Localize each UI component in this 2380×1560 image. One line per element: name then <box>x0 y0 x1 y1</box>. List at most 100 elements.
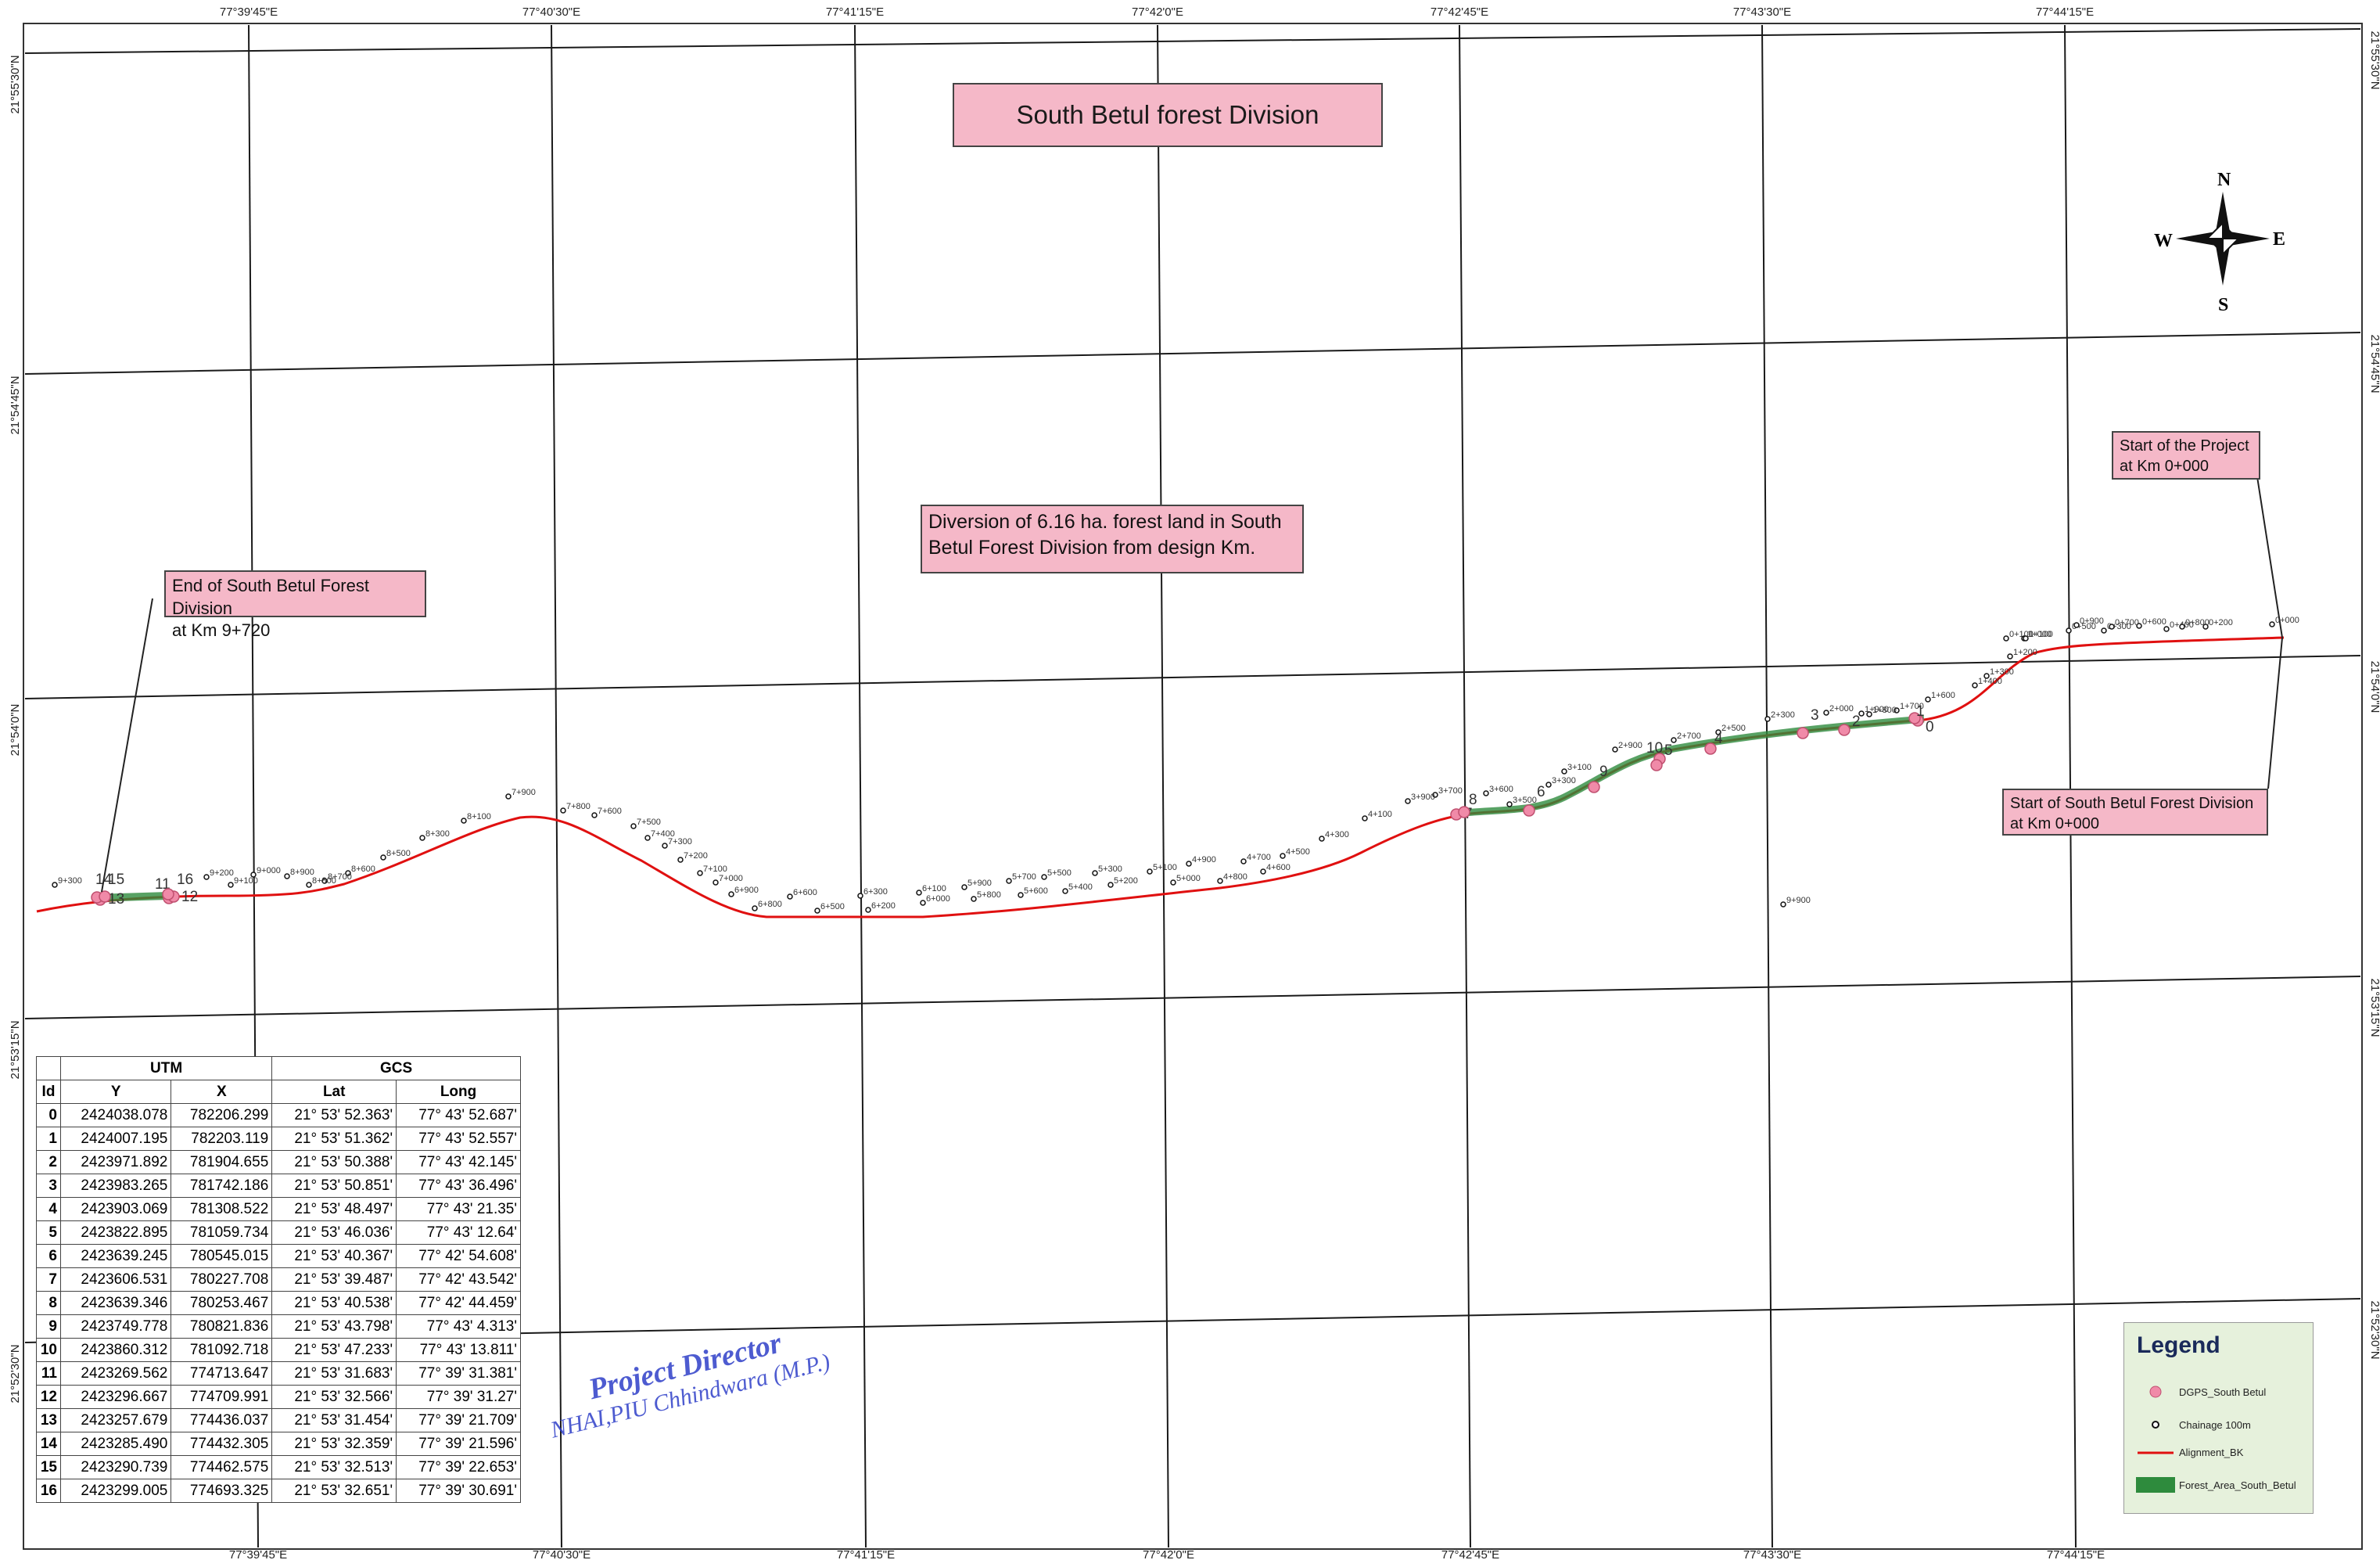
chainage-point <box>203 874 210 880</box>
chainage-label: 8+800 <box>312 876 336 886</box>
chainage-point <box>228 882 234 888</box>
cell-lat: 21° 53' 32.566' <box>271 1385 397 1409</box>
cell-y: 2423296.667 <box>59 1385 172 1409</box>
diversion-note-line-2: Betul Forest Division from design Km. <box>928 536 1256 559</box>
cell-x: 780253.467 <box>171 1291 273 1315</box>
cell-x: 774436.037 <box>171 1408 273 1432</box>
chainage-point <box>814 908 820 914</box>
latitude-label-right: 21°54'0"N <box>2368 661 2380 714</box>
cell-long: 77° 43' 21.35' <box>396 1197 521 1221</box>
latitude-label-left: 21°53'15"N <box>9 1020 22 1079</box>
cell-id: 5 <box>36 1220 61 1245</box>
cell-long: 77° 42' 44.459' <box>396 1291 521 1315</box>
chainage-point <box>1362 815 1368 821</box>
chainage-point <box>857 893 863 899</box>
cell-x: 781904.655 <box>171 1150 273 1174</box>
chainage-label: 1+700 <box>1900 702 1924 711</box>
chainage-label: 6+600 <box>793 888 817 897</box>
end-note-line-2: at Km 9+720 <box>172 620 271 641</box>
cell-x: 774693.325 <box>171 1479 273 1503</box>
cell-long: 77° 43' 52.557' <box>396 1127 521 1151</box>
chainage-label: 5+500 <box>1047 868 1072 878</box>
chainage-point <box>2109 624 2115 630</box>
cell-id: 8 <box>36 1291 61 1315</box>
chainage-label: 6+500 <box>820 902 845 911</box>
chainage-point <box>1866 711 1872 717</box>
chainage-label: 6+200 <box>871 901 896 911</box>
chainage-point <box>1612 746 1618 753</box>
chainage-point <box>2003 635 2009 642</box>
chainage-label: 3+300 <box>1552 776 1576 785</box>
longitude-label-top: 77°40'30"E <box>522 5 580 19</box>
gcs-header: GCS <box>271 1056 521 1080</box>
cell-id: 12 <box>36 1385 61 1409</box>
chainage-point <box>380 854 386 861</box>
latitude-label-right: 21°54'45"N <box>2368 334 2380 393</box>
chainage-label: 0+700 <box>2115 618 2139 627</box>
cell-x: 780821.836 <box>171 1314 273 1339</box>
chainage-label: 5+400 <box>1068 882 1093 892</box>
map-frame <box>23 23 2363 1550</box>
cell-id: 0 <box>36 1103 61 1127</box>
legend-title: Legend <box>2137 1332 2220 1358</box>
chainage-label: 3+600 <box>1489 785 1513 794</box>
latitude-line <box>24 655 2361 699</box>
chainage-label: 6+800 <box>758 900 782 909</box>
cell-x: 782203.119 <box>171 1127 273 1151</box>
cell-long: 77° 39' 21.596' <box>396 1432 521 1456</box>
chainage-label: 2+300 <box>1771 710 1795 720</box>
alignment-line <box>36 636 2285 918</box>
compass-s: S <box>2218 295 2228 315</box>
cell-long: 77° 43' 36.496' <box>396 1174 521 1198</box>
start-division-line-2: at Km 0+000 <box>2010 815 2099 832</box>
start-of-project-note: Start of the Project at Km 0+000 <box>2112 431 2260 480</box>
north-arrow-icon: N S E W <box>2154 170 2285 315</box>
chainage-label: 0+800 <box>2185 618 2209 627</box>
chainage-point <box>560 807 566 814</box>
start-project-line-2: at Km 0+000 <box>2120 458 2209 475</box>
cell-x: 781092.718 <box>171 1338 273 1362</box>
chainage-label: 7+100 <box>703 864 727 874</box>
chainage-label: 9+200 <box>210 868 234 878</box>
chainage-label: 7+000 <box>719 874 743 883</box>
cell-long: 77° 39' 21.709' <box>396 1408 521 1432</box>
chainage-label: 1+900 <box>1865 705 1889 714</box>
cell-x: 781308.522 <box>171 1197 273 1221</box>
chainage-point <box>713 879 719 886</box>
chainage-label: 1+800 <box>1872 706 1897 715</box>
dgps-point <box>1650 759 1663 771</box>
chainage-point <box>284 873 290 879</box>
cell-lat: 21° 53' 48.497' <box>271 1197 397 1221</box>
start-division-line-1: Start of South Betul Forest Division <box>2010 795 2254 812</box>
legend-label-alignment: Alignment_BK <box>2179 1447 2244 1458</box>
chainage-dot-icon <box>2132 1417 2179 1432</box>
chainage-point <box>1858 710 1865 717</box>
chainage-point <box>1041 874 1047 880</box>
legend: Legend DGPS_South Betul Chainage 100m Al… <box>2123 1322 2314 1514</box>
chainage-label: 4+700 <box>1247 853 1271 862</box>
chainage-point <box>2136 623 2142 629</box>
cell-id: 16 <box>36 1479 61 1503</box>
cell-lat: 21° 53' 46.036' <box>271 1220 397 1245</box>
col-id: Id <box>36 1080 61 1104</box>
latitude-line <box>24 332 2361 375</box>
dgps-point-label: 2 <box>1852 714 1861 730</box>
latitude-label-right: 21°55'30"N <box>2368 31 2380 89</box>
dgps-point <box>1458 806 1470 818</box>
chainage-label: 5+300 <box>1098 864 1122 874</box>
cell-long: 77° 39' 31.381' <box>396 1361 521 1386</box>
chainage-point <box>1217 878 1223 884</box>
dgps-point-label: 5 <box>1664 742 1673 759</box>
chainage-point <box>2202 624 2209 630</box>
chainage-point <box>1483 790 1489 796</box>
cell-y: 2423257.679 <box>59 1408 172 1432</box>
cell-y: 2423749.778 <box>59 1314 172 1339</box>
chainage-label: 8+100 <box>467 812 491 821</box>
cell-lat: 21° 53' 40.538' <box>271 1291 397 1315</box>
chainage-label: 4+300 <box>1325 830 1349 839</box>
chainage-point <box>787 893 793 900</box>
chainage-label: 0+900 <box>2080 616 2104 626</box>
cell-lat: 21° 53' 31.454' <box>271 1408 397 1432</box>
cell-y: 2423606.531 <box>59 1267 172 1292</box>
compass-n: N <box>2217 170 2231 190</box>
